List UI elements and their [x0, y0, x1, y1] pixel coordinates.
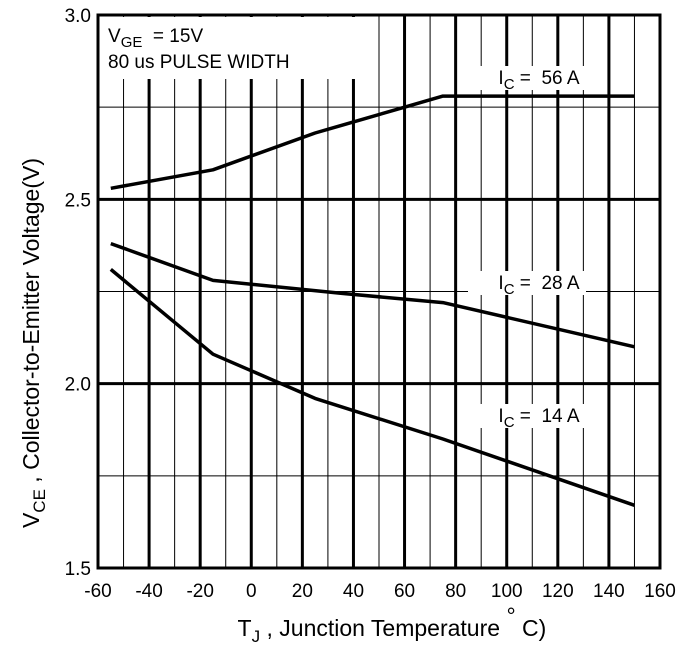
x-axis-title: TJ , Junction Temperature ° C): [206, 603, 565, 646]
y-axis-title: VCE , Collector-to-Emitter Voltage(V): [18, 139, 49, 560]
x-tick-label: 140: [593, 581, 625, 602]
y-tick-label: 2.5: [65, 190, 91, 211]
series-line-1: [110, 241, 635, 349]
x-tick-label: 0: [246, 581, 257, 602]
x-tick-label: -60: [84, 581, 111, 602]
x-tick-label: 60: [394, 581, 415, 602]
conditions-box: [100, 17, 362, 79]
tick-labels: -60 -40 -20 0 20 40 60 80 100 120 140 160 1.5 2.0 2.5 3…: [65, 6, 676, 602]
series-label-bg-14: [468, 404, 586, 428]
plot-frame: [96, 13, 662, 570]
x-tick-label: 80: [445, 581, 466, 602]
series-label-56A: IC = 56 A: [472, 68, 594, 93]
x-tick-label: 100: [491, 581, 523, 602]
x-tick-label: 120: [542, 581, 574, 602]
series-lines: [109, 94, 636, 507]
conditions-line-2: 80 us PULSE WIDTH: [108, 52, 290, 73]
x-tick-label: 160: [644, 581, 676, 602]
series-label-bg-28: [468, 271, 586, 295]
series-line-0: [110, 94, 635, 191]
series-label-bg-56: [468, 66, 586, 90]
conditions-line-1: VGE = 15V: [108, 26, 203, 51]
series-label-28A: IC = 28 A: [472, 273, 594, 298]
y-tick-label: 1.5: [65, 559, 91, 580]
x-tick-label: -20: [186, 581, 213, 602]
y-tick-label: 3.0: [65, 6, 91, 27]
y-tick-label: 2.0: [65, 375, 91, 396]
series-line-2: [109, 268, 636, 507]
series-label-14A: IC = 14 A: [472, 406, 594, 431]
x-tick-label: -40: [135, 581, 162, 602]
x-tick-label: 20: [292, 581, 313, 602]
x-tick-label: 40: [343, 581, 364, 602]
